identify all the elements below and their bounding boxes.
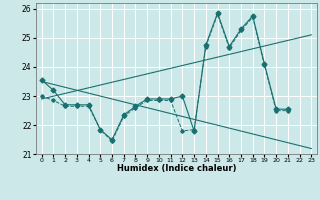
X-axis label: Humidex (Indice chaleur): Humidex (Indice chaleur) xyxy=(117,164,236,173)
